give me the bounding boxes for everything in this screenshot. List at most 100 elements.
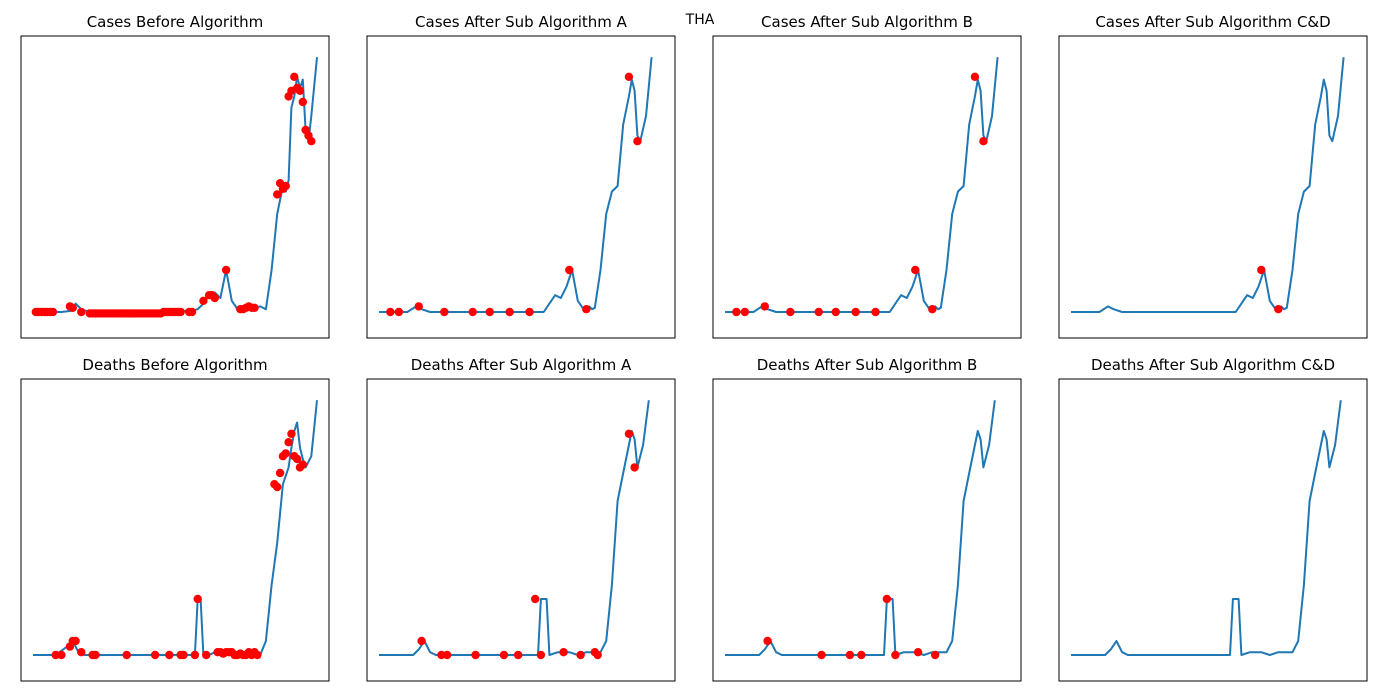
- subplot-title: Deaths After Sub Algorithm A: [411, 356, 632, 374]
- anomaly-point: [1257, 265, 1266, 275]
- anomaly-point: [253, 650, 262, 660]
- anomaly-point: [732, 307, 741, 317]
- subplot-title: Deaths After Sub Algorithm C&D: [1091, 356, 1335, 374]
- anomaly-point: [871, 307, 880, 317]
- anomaly-point: [831, 307, 840, 317]
- subplot-7: Deaths After Sub Algorithm B: [712, 356, 1022, 682]
- anomaly-point: [1274, 305, 1283, 314]
- plot-frame: [712, 378, 1022, 682]
- anomaly-point: [565, 265, 574, 275]
- anomaly-point: [190, 650, 200, 660]
- figure-title: THA: [685, 12, 715, 28]
- anomaly-point: [817, 650, 826, 660]
- anomaly-point: [48, 307, 58, 317]
- anomaly-point: [633, 137, 642, 146]
- plot-frame: [1058, 35, 1368, 339]
- anomaly-point: [593, 650, 602, 660]
- anomaly-point: [307, 137, 316, 146]
- anomaly-point: [531, 594, 540, 604]
- anomaly-point: [442, 650, 452, 660]
- anomaly-point: [394, 307, 404, 317]
- anomaly-point: [281, 449, 290, 458]
- subplot-title: Cases After Sub Algorithm C&D: [1095, 13, 1330, 31]
- anomaly-point: [165, 650, 174, 660]
- anomaly-point: [814, 307, 823, 317]
- anomaly-point: [911, 265, 920, 275]
- plot-frame: [20, 35, 330, 339]
- subplot-1: Cases Before Algorithm: [20, 13, 330, 339]
- anomaly-point: [292, 454, 302, 464]
- anomaly-point: [179, 650, 188, 660]
- anomaly-point: [417, 636, 426, 646]
- anomaly-point: [77, 648, 86, 657]
- anomaly-point: [68, 303, 77, 312]
- anomaly-point: [284, 438, 293, 447]
- anomaly-point: [386, 307, 395, 317]
- anomaly-point: [624, 72, 634, 82]
- anomaly-point: [740, 307, 750, 317]
- anomaly-point: [440, 307, 449, 317]
- subplot-3: Cases After Sub Algorithm B: [712, 13, 1022, 339]
- anomaly-point: [287, 429, 296, 438]
- anomaly-point: [193, 594, 202, 604]
- subplot-5: Deaths Before Algorithm: [20, 356, 330, 682]
- anomaly-point: [221, 265, 231, 275]
- anomaly-point: [250, 303, 259, 312]
- plot-frame: [1058, 378, 1368, 682]
- plot-frame: [712, 35, 1022, 339]
- subplot-title: Deaths After Sub Algorithm B: [757, 356, 978, 374]
- plot-frame: [366, 35, 676, 339]
- anomaly-point: [851, 307, 860, 317]
- plot-frame: [366, 378, 676, 682]
- anomaly-point: [760, 302, 769, 311]
- anomaly-point: [71, 636, 80, 646]
- anomaly-point: [630, 463, 639, 472]
- subplot-6: Deaths After Sub Algorithm A: [366, 356, 676, 682]
- anomaly-point: [298, 97, 307, 107]
- anomaly-point: [176, 307, 185, 317]
- subplot-4: Cases After Sub Algorithm C&D: [1058, 13, 1368, 339]
- subplot-title: Deaths Before Algorithm: [82, 356, 267, 374]
- anomaly-point: [275, 468, 285, 478]
- anomaly-point: [582, 305, 591, 314]
- anomaly-point: [273, 482, 282, 492]
- anomaly-point: [290, 72, 299, 82]
- subplot-8: Deaths After Sub Algorithm C&D: [1058, 356, 1368, 682]
- subplot-title: Cases After Sub Algorithm B: [761, 13, 973, 31]
- anomaly-point: [559, 648, 568, 657]
- anomaly-point: [202, 650, 211, 660]
- plot-frame: [20, 378, 330, 682]
- anomaly-point: [499, 650, 509, 660]
- anomaly-point: [536, 650, 546, 660]
- anomaly-point: [928, 305, 937, 314]
- anomaly-point: [505, 307, 514, 317]
- anomaly-point: [485, 307, 494, 317]
- anomaly-point: [199, 296, 208, 305]
- anomaly-point: [845, 650, 855, 660]
- subplot-title: Cases Before Algorithm: [87, 13, 264, 31]
- anomaly-point: [930, 650, 940, 660]
- series-line: [725, 400, 996, 656]
- subplot-title: Cases After Sub Algorithm A: [415, 13, 628, 31]
- anomaly-point: [57, 650, 66, 660]
- anomaly-point: [763, 636, 772, 646]
- series-line: [1071, 400, 1342, 656]
- anomaly-point: [91, 650, 100, 660]
- anomaly-point: [891, 650, 900, 660]
- anomaly-point: [786, 307, 795, 317]
- anomaly-point: [513, 650, 523, 660]
- anomaly-point: [122, 650, 131, 660]
- anomaly-point: [471, 650, 480, 660]
- anomaly-point: [970, 72, 980, 82]
- anomaly-point: [295, 86, 305, 96]
- anomaly-point: [281, 181, 290, 191]
- subplot-2: Cases After Sub Algorithm A: [366, 13, 676, 339]
- anomaly-point: [298, 460, 307, 469]
- anomaly-point: [273, 190, 282, 199]
- anomaly-point: [857, 650, 866, 660]
- anomaly-point: [979, 137, 988, 146]
- anomaly-point: [576, 650, 585, 660]
- anomaly-point: [624, 429, 634, 438]
- anomaly-point: [525, 307, 534, 317]
